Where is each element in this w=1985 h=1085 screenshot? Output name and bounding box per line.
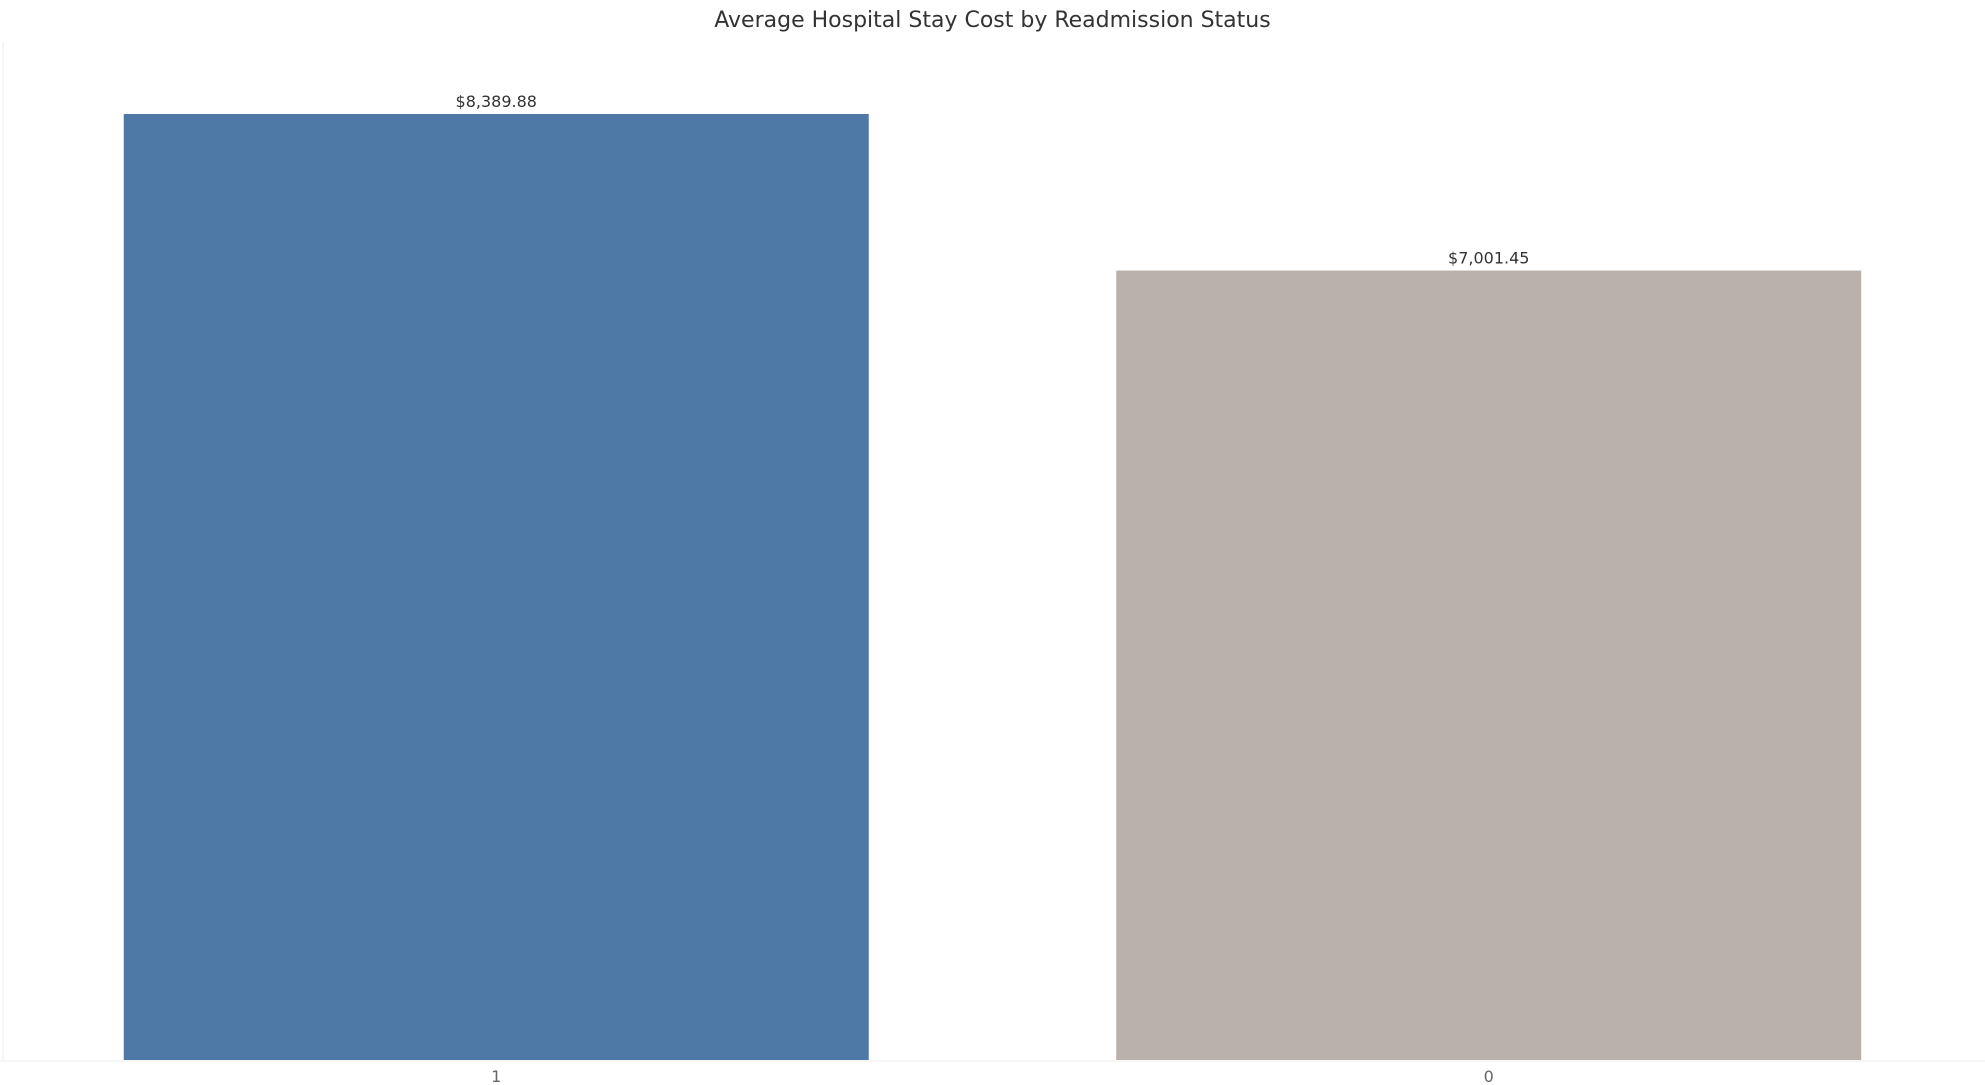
x-tick-label-0: 0: [1484, 1067, 1494, 1085]
value-labels-group: $8,389.88 $7,001.45: [456, 92, 1530, 268]
bar-1[interactable]: [123, 114, 869, 1060]
chart-title: Average Hospital Stay Cost by Readmissio…: [714, 8, 1271, 33]
bar-0[interactable]: [1116, 270, 1862, 1061]
bars-group: [123, 114, 1862, 1061]
bar-value-label-1: $8,389.88: [456, 92, 537, 111]
x-tick-label-1: 1: [491, 1067, 501, 1085]
bar-value-label-0: $7,001.45: [1448, 249, 1529, 268]
